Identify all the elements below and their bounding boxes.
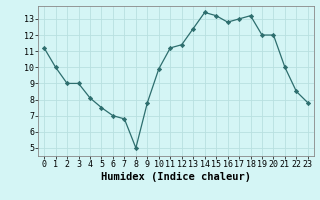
X-axis label: Humidex (Indice chaleur): Humidex (Indice chaleur) [101, 172, 251, 182]
